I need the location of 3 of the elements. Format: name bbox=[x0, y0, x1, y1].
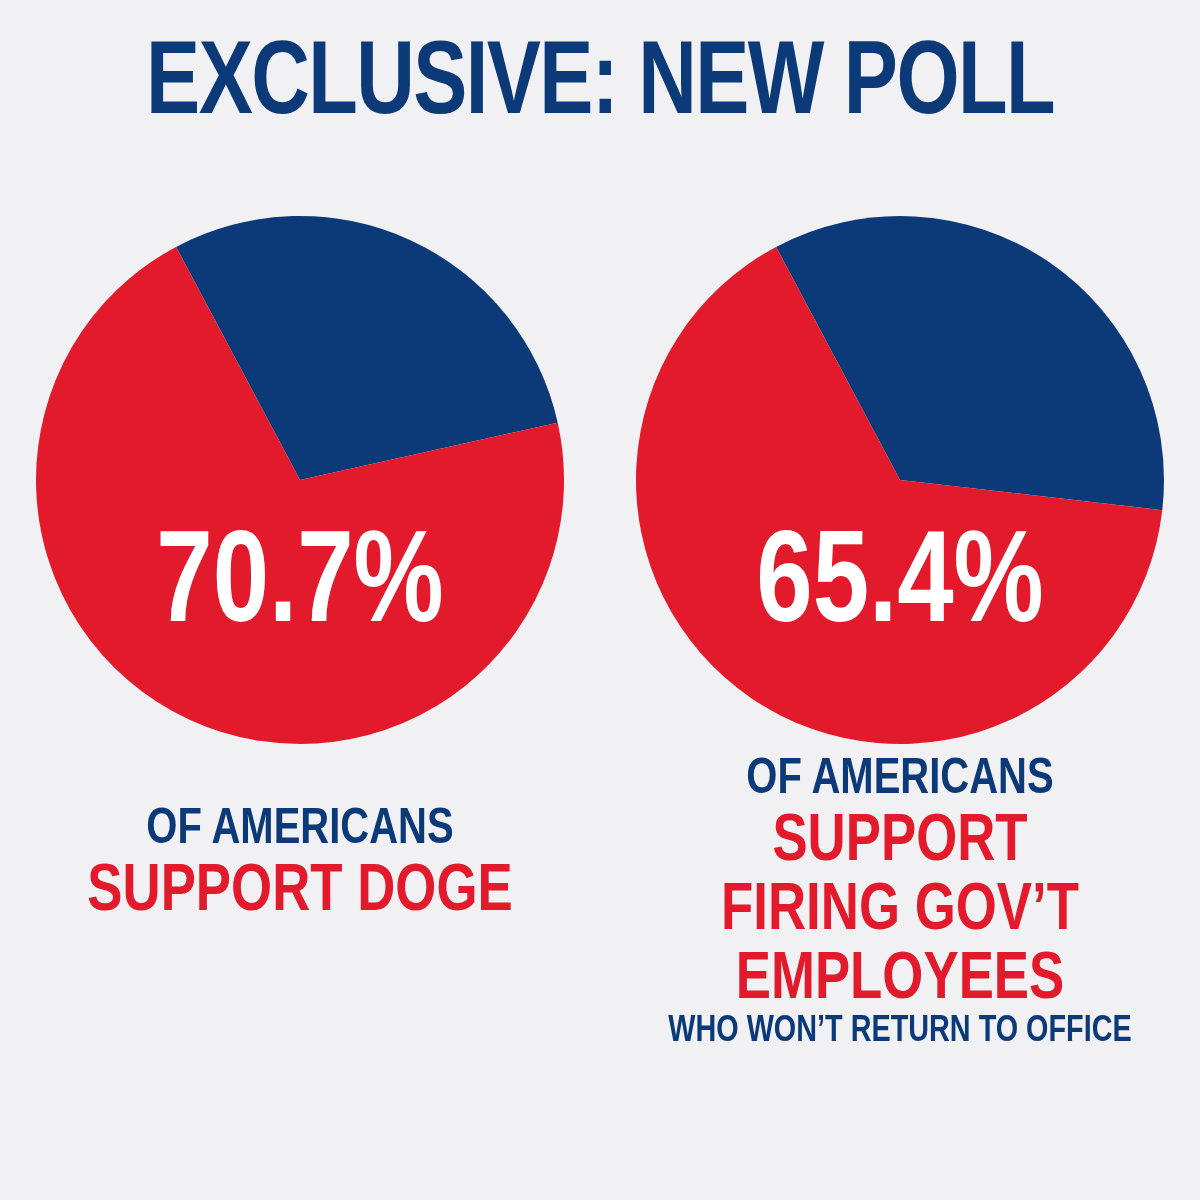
data-label: 70.7% bbox=[156, 503, 444, 650]
data-label: 65.4% bbox=[756, 503, 1044, 650]
chart-title: EXCLUSIVE: NEW POLL bbox=[145, 18, 1055, 137]
